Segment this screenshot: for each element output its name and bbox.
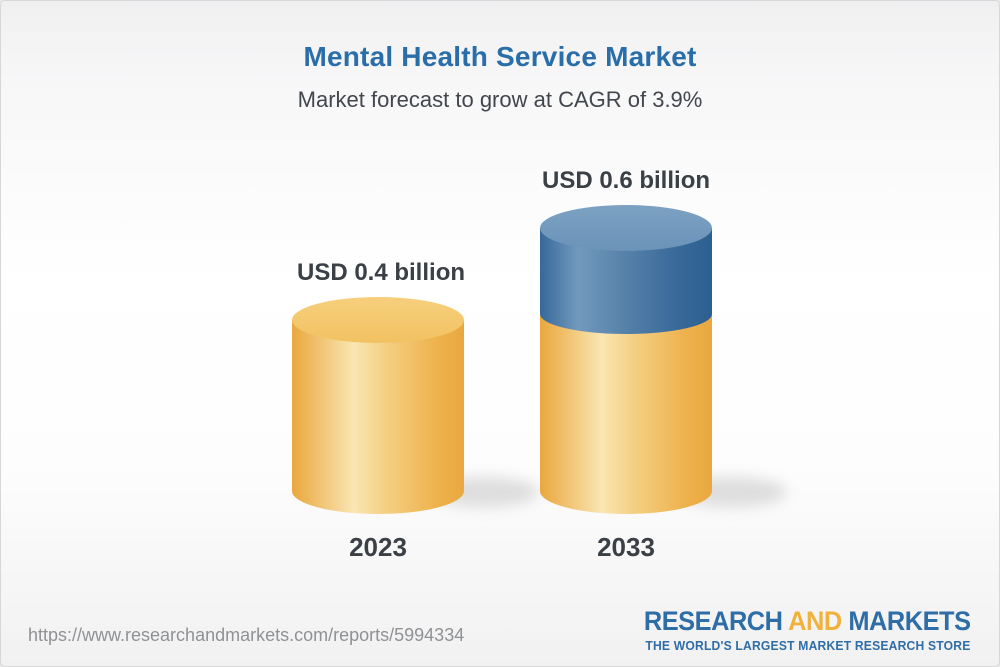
value-label-2023: USD 0.4 billion	[296, 259, 466, 286]
bar-2033-cylinder	[540, 205, 712, 514]
bar-2023-cylinder	[292, 297, 464, 514]
footer: https://www.researchandmarkets.com/repor…	[1, 594, 999, 666]
category-label-2033: 2033	[597, 532, 655, 562]
page-title: Mental Health Service Market	[303, 41, 697, 72]
logo-word-research: RESEARCH	[644, 606, 783, 636]
page-subtitle: Market forecast to grow at CAGR of 3.9%	[297, 87, 703, 112]
research-and-markets-logo: RESEARCH AND MARKETS THE WORLD'S LARGEST…	[623, 608, 971, 654]
report-url-link[interactable]: https://www.researchandmarkets.com/repor…	[28, 625, 465, 645]
category-label-2023: 2023	[349, 532, 407, 562]
logo-word-markets: MARKETS	[848, 606, 972, 636]
logo-word-and: AND	[788, 606, 843, 636]
value-label-2033: USD 0.6 billion	[541, 167, 711, 194]
logo-tagline: THE WORLD'S LARGEST MARKET RESEARCH STOR…	[645, 639, 971, 653]
logo-wordmark: RESEARCH AND MARKETS	[644, 608, 971, 635]
chart-header: Mental Health Service Market Market fore…	[1, 41, 999, 113]
